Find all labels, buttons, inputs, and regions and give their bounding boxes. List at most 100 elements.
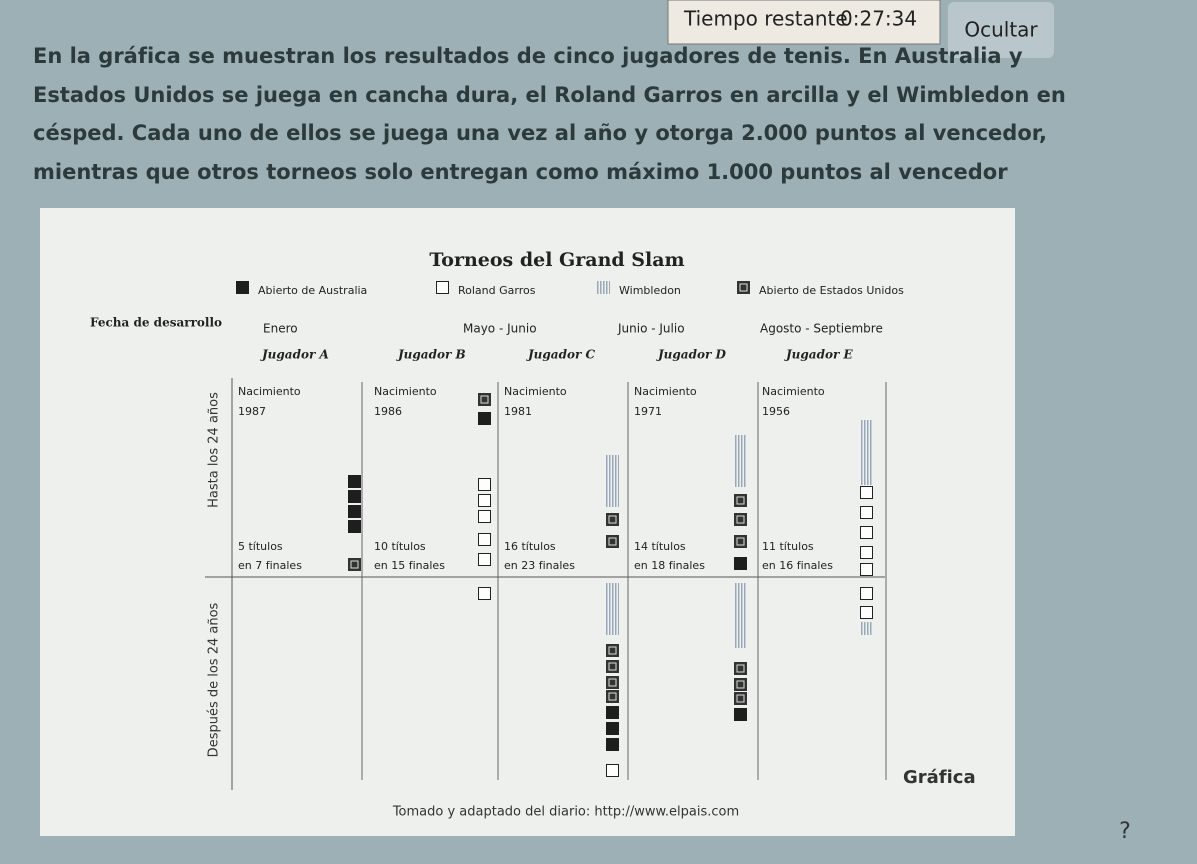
icon-us-open-mark bbox=[608, 692, 617, 701]
icon-wimbledon bbox=[734, 596, 747, 609]
icon-us-open-mark bbox=[736, 515, 745, 524]
icon-wimbledon bbox=[597, 281, 610, 294]
birth-year: 1986 bbox=[374, 405, 402, 418]
icon-us-open-mark bbox=[608, 662, 617, 671]
figure-title: Torneos del Grand Slam bbox=[429, 249, 684, 271]
icon-wimbledon bbox=[606, 583, 619, 596]
icon-roland-garros bbox=[478, 587, 491, 600]
icon-wimbledon bbox=[860, 622, 873, 635]
icon-roland-garros bbox=[478, 553, 491, 566]
player-name: Jugador C bbox=[526, 348, 595, 362]
date: Junio - Julio bbox=[617, 322, 685, 336]
icon-australia bbox=[606, 722, 619, 735]
icon-us-open bbox=[606, 676, 619, 689]
icon-australia bbox=[236, 281, 249, 294]
finals: en 7 finales bbox=[238, 559, 302, 572]
icon-wimbledon bbox=[734, 461, 747, 474]
icon-wimbledon bbox=[606, 468, 619, 481]
icon-roland-garros bbox=[860, 526, 873, 539]
icon-wimbledon bbox=[606, 455, 619, 468]
icon-us-open bbox=[606, 513, 619, 526]
figure-panel bbox=[40, 208, 1015, 836]
icon-us-open-mark bbox=[608, 515, 617, 524]
icon-roland-garros bbox=[606, 764, 619, 777]
titles: 10 títulos bbox=[374, 540, 426, 553]
icon-us-open-mark bbox=[739, 283, 748, 292]
icon-australia bbox=[734, 557, 747, 570]
birth-label: Nacimiento bbox=[374, 385, 437, 398]
birth-year: 1956 bbox=[762, 405, 790, 418]
icon-australia bbox=[348, 520, 361, 533]
icon-wimbledon bbox=[734, 622, 747, 635]
source: Tomado y adaptado del diario: http://www… bbox=[392, 805, 739, 820]
icon-us-open bbox=[348, 558, 361, 571]
icon-wimbledon bbox=[860, 472, 873, 485]
caption: Gráfica bbox=[903, 767, 976, 788]
icon-australia bbox=[348, 490, 361, 503]
icon-wimbledon bbox=[606, 596, 619, 609]
icon-roland-garros bbox=[860, 486, 873, 499]
icon-us-open-mark bbox=[350, 560, 359, 569]
legend-label: Abierto de Australia bbox=[258, 284, 367, 297]
icon-wimbledon bbox=[860, 459, 873, 472]
hide-button-label[interactable]: Ocultar bbox=[964, 18, 1038, 42]
icon-wimbledon bbox=[860, 433, 873, 446]
birth-label: Nacimiento bbox=[238, 385, 301, 398]
icon-wimbledon bbox=[606, 481, 619, 494]
icon-roland-garros bbox=[478, 533, 491, 546]
after-label: Después de los 24 años bbox=[207, 602, 222, 757]
titles: 16 títulos bbox=[504, 540, 556, 553]
icon-australia bbox=[348, 475, 361, 488]
hide-button[interactable] bbox=[948, 2, 1054, 58]
finals: en 23 finales bbox=[504, 559, 575, 572]
question-line: mientras que otros torneos solo entregan… bbox=[33, 160, 1008, 184]
icon-roland-garros bbox=[436, 281, 449, 294]
birth-year: 1971 bbox=[634, 405, 662, 418]
icon-us-open bbox=[734, 662, 747, 675]
icon-australia bbox=[348, 505, 361, 518]
icon-us-open-mark bbox=[736, 694, 745, 703]
icon-us-open bbox=[734, 678, 747, 691]
birth-year: 1987 bbox=[238, 405, 266, 418]
icon-wimbledon bbox=[734, 609, 747, 622]
icon-wimbledon bbox=[860, 446, 873, 459]
icon-us-open bbox=[606, 690, 619, 703]
birth-year: 1981 bbox=[504, 405, 532, 418]
birth-label: Nacimiento bbox=[634, 385, 697, 398]
icon-wimbledon bbox=[606, 622, 619, 635]
icon-us-open-mark bbox=[736, 537, 745, 546]
icon-wimbledon bbox=[734, 474, 747, 487]
icon-wimbledon bbox=[606, 494, 619, 507]
icon-australia bbox=[734, 708, 747, 721]
birth-label: Nacimiento bbox=[504, 385, 567, 398]
help-icon[interactable]: ? bbox=[1119, 819, 1131, 844]
timer-label: Tiempo restante bbox=[683, 7, 848, 31]
player-name: Jugador A bbox=[260, 348, 329, 362]
icon-roland-garros bbox=[860, 546, 873, 559]
icon-us-open bbox=[478, 393, 491, 406]
icon-wimbledon bbox=[734, 435, 747, 448]
birth-label: Nacimiento bbox=[762, 385, 825, 398]
icon-us-open-mark bbox=[608, 537, 617, 546]
icon-us-open bbox=[734, 535, 747, 548]
icon-roland-garros bbox=[478, 478, 491, 491]
legend-label: Wimbledon bbox=[619, 284, 681, 297]
player-name: Jugador E bbox=[784, 348, 853, 362]
icon-roland-garros bbox=[478, 494, 491, 507]
date: Agosto - Septiembre bbox=[760, 322, 883, 336]
player-name: Jugador B bbox=[396, 348, 466, 362]
date: Enero bbox=[263, 322, 298, 336]
titles: 11 títulos bbox=[762, 540, 814, 553]
timer-box bbox=[667, 0, 941, 45]
icon-us-open bbox=[737, 281, 750, 294]
legend-label: Abierto de Estados Unidos bbox=[759, 284, 904, 297]
icon-us-open bbox=[606, 535, 619, 548]
icon-wimbledon bbox=[734, 635, 747, 648]
icon-australia bbox=[606, 706, 619, 719]
finals: en 16 finales bbox=[762, 559, 833, 572]
timer-value: 0:27:34 bbox=[840, 7, 917, 31]
icon-wimbledon bbox=[734, 583, 747, 596]
icon-wimbledon bbox=[860, 420, 873, 433]
titles: 5 títulos bbox=[238, 540, 283, 553]
